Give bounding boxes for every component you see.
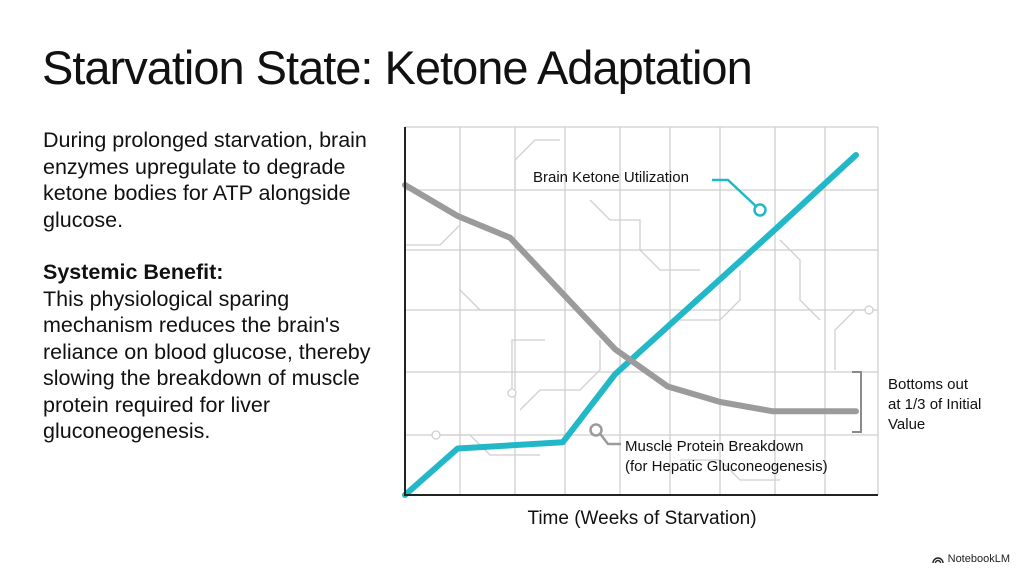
circuit-node [864, 305, 874, 315]
circuit-trace [519, 340, 601, 411]
muscle-marker [589, 423, 603, 437]
circuit-trace [589, 199, 700, 271]
brand-name: NotebookLM [947, 553, 1010, 565]
bottom-annotation-line-3: Value [888, 416, 926, 433]
notebooklm-logo-icon [931, 556, 944, 563]
circuit-trace [514, 139, 560, 190]
muscle-series-label: Muscle Protein Breakdown (for Hepatic Gl… [625, 437, 828, 477]
circuit-node [507, 388, 517, 398]
ketone-marker [753, 203, 767, 217]
muscle-label-line-1: Muscle Protein Breakdown [625, 438, 804, 455]
benefit-heading: Systemic Benefit: [43, 260, 224, 284]
muscle-leader-line [597, 430, 621, 446]
bottom-annotation-line-2: at 1/3 of Initial [888, 396, 982, 413]
chart-grid [405, 126, 879, 495]
circuit-trace [779, 239, 821, 321]
circuit-trace [459, 245, 515, 311]
benefit-body: This physiological sparing mechanism red… [43, 286, 371, 444]
bottom-bracket [852, 371, 862, 433]
ketone-series-line [402, 152, 859, 498]
circuit-trace [511, 339, 545, 393]
circuit-trace [680, 459, 780, 481]
chart-axes [404, 127, 878, 496]
ketone-leader-line [712, 178, 761, 211]
muscle-series-line [402, 182, 859, 415]
intro-text: During prolonged starvation, brain enzym… [43, 128, 367, 232]
brand-badge: NotebookLM [931, 553, 1010, 565]
bottom-out-annotation: Bottoms out at 1/3 of Initial Value [888, 375, 981, 435]
circuit-trace [405, 190, 461, 246]
bottom-annotation-line-1: Bottoms out [888, 376, 969, 393]
chart-series [402, 152, 859, 498]
ketone-series-label: Brain Ketone Utilization [533, 169, 689, 186]
muscle-label-line-2: (for Hepatic Gluconeogenesis) [625, 458, 828, 475]
circuit-trace [680, 270, 741, 321]
x-axis-title: Time (Weeks of Starvation) [527, 508, 757, 529]
circuit-trace [834, 309, 875, 370]
description-panel: During prolonged starvation, brain enzym… [43, 127, 373, 445]
chart-callouts [589, 178, 862, 446]
circuit-node [431, 430, 441, 440]
page-title: Starvation State: Ketone Adaptation [42, 41, 753, 94]
